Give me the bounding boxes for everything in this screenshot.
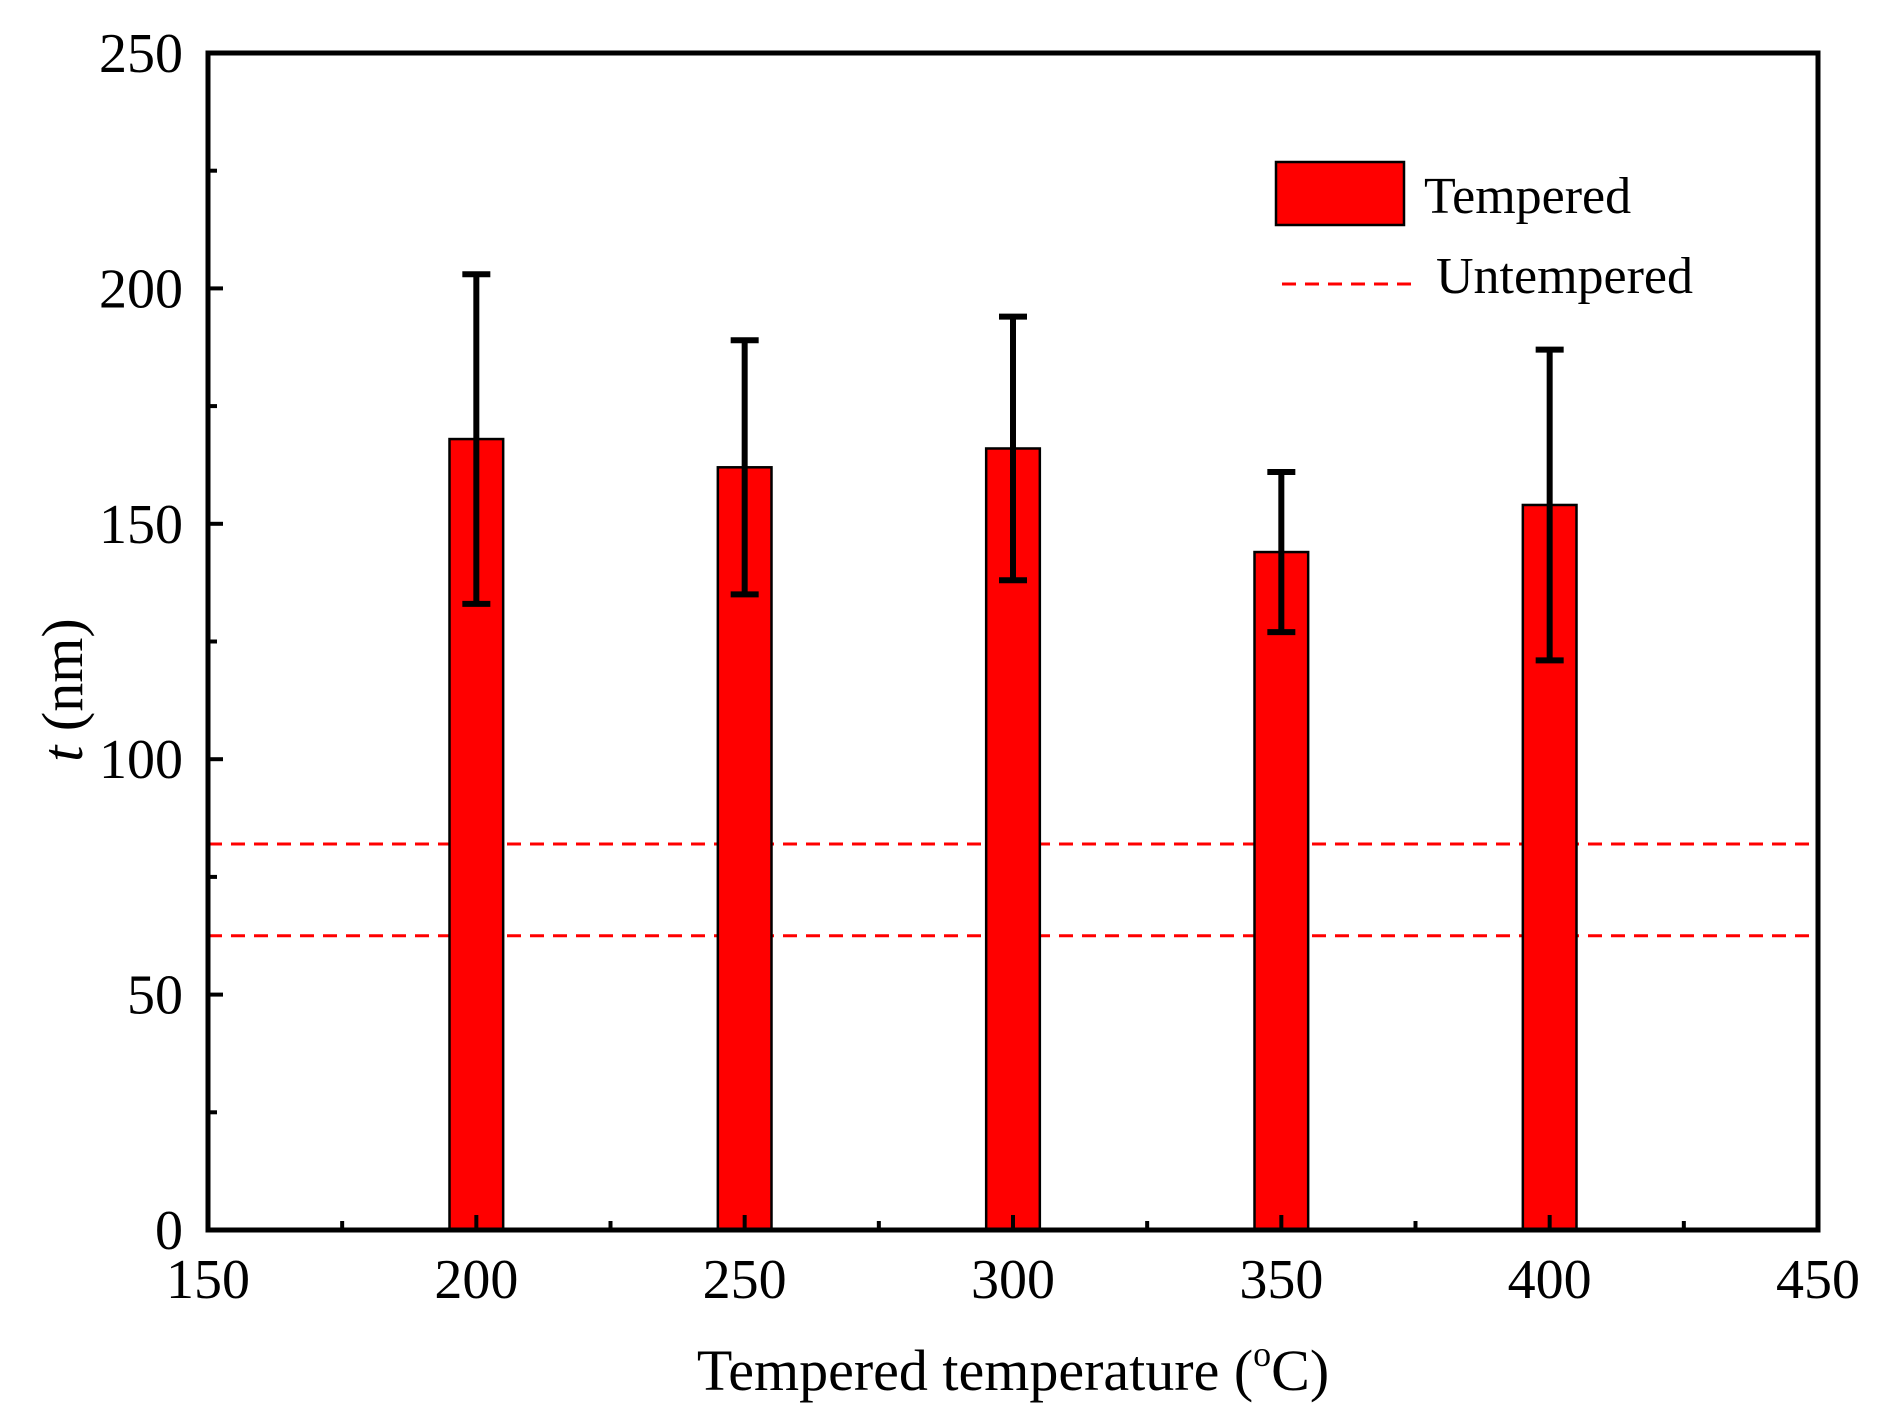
y-tick-label-250: 250: [99, 23, 183, 85]
y-tick-label-150: 150: [99, 494, 183, 556]
y-tick-label-200: 200: [99, 258, 183, 320]
legend-label-tempered: Tempered: [1424, 168, 1631, 225]
x-axis-title-superscript: o: [1253, 1334, 1271, 1374]
legend: Tempered Untempered: [1274, 160, 1693, 305]
x-tick-label-200: 200: [434, 1249, 518, 1311]
x-tick-label-250: 250: [703, 1249, 787, 1311]
y-tick-label-100: 100: [99, 729, 183, 791]
bar-350: [1253, 550, 1310, 1232]
y-tick-label-50: 50: [127, 965, 183, 1027]
x-tick-label-400: 400: [1508, 1249, 1592, 1311]
y-axis-title: t (nm): [30, 618, 95, 761]
y-tick-label-0: 0: [155, 1200, 183, 1262]
x-tick-label-150: 150: [166, 1249, 250, 1311]
y-axis-title-variable: t: [30, 744, 95, 762]
axis-titles-group: Tempered temperature (oC) t (nm): [30, 618, 1329, 1403]
ticks-group: [206, 51, 1820, 1232]
x-axis-title: Tempered temperature (oC): [697, 1334, 1329, 1403]
x-tick-label-300: 300: [971, 1249, 1055, 1311]
legend-swatch-tempered: [1274, 160, 1406, 227]
tick-labels-group: 150 200 250 300 350 400 450 0 50 100 150 200 250: [99, 23, 1860, 1311]
legend-label-untempered: Untempered: [1436, 248, 1693, 305]
x-tick-label-350: 350: [1239, 1249, 1323, 1311]
error-bars-group: [462, 271, 1564, 664]
x-tick-label-450: 450: [1776, 1249, 1860, 1311]
